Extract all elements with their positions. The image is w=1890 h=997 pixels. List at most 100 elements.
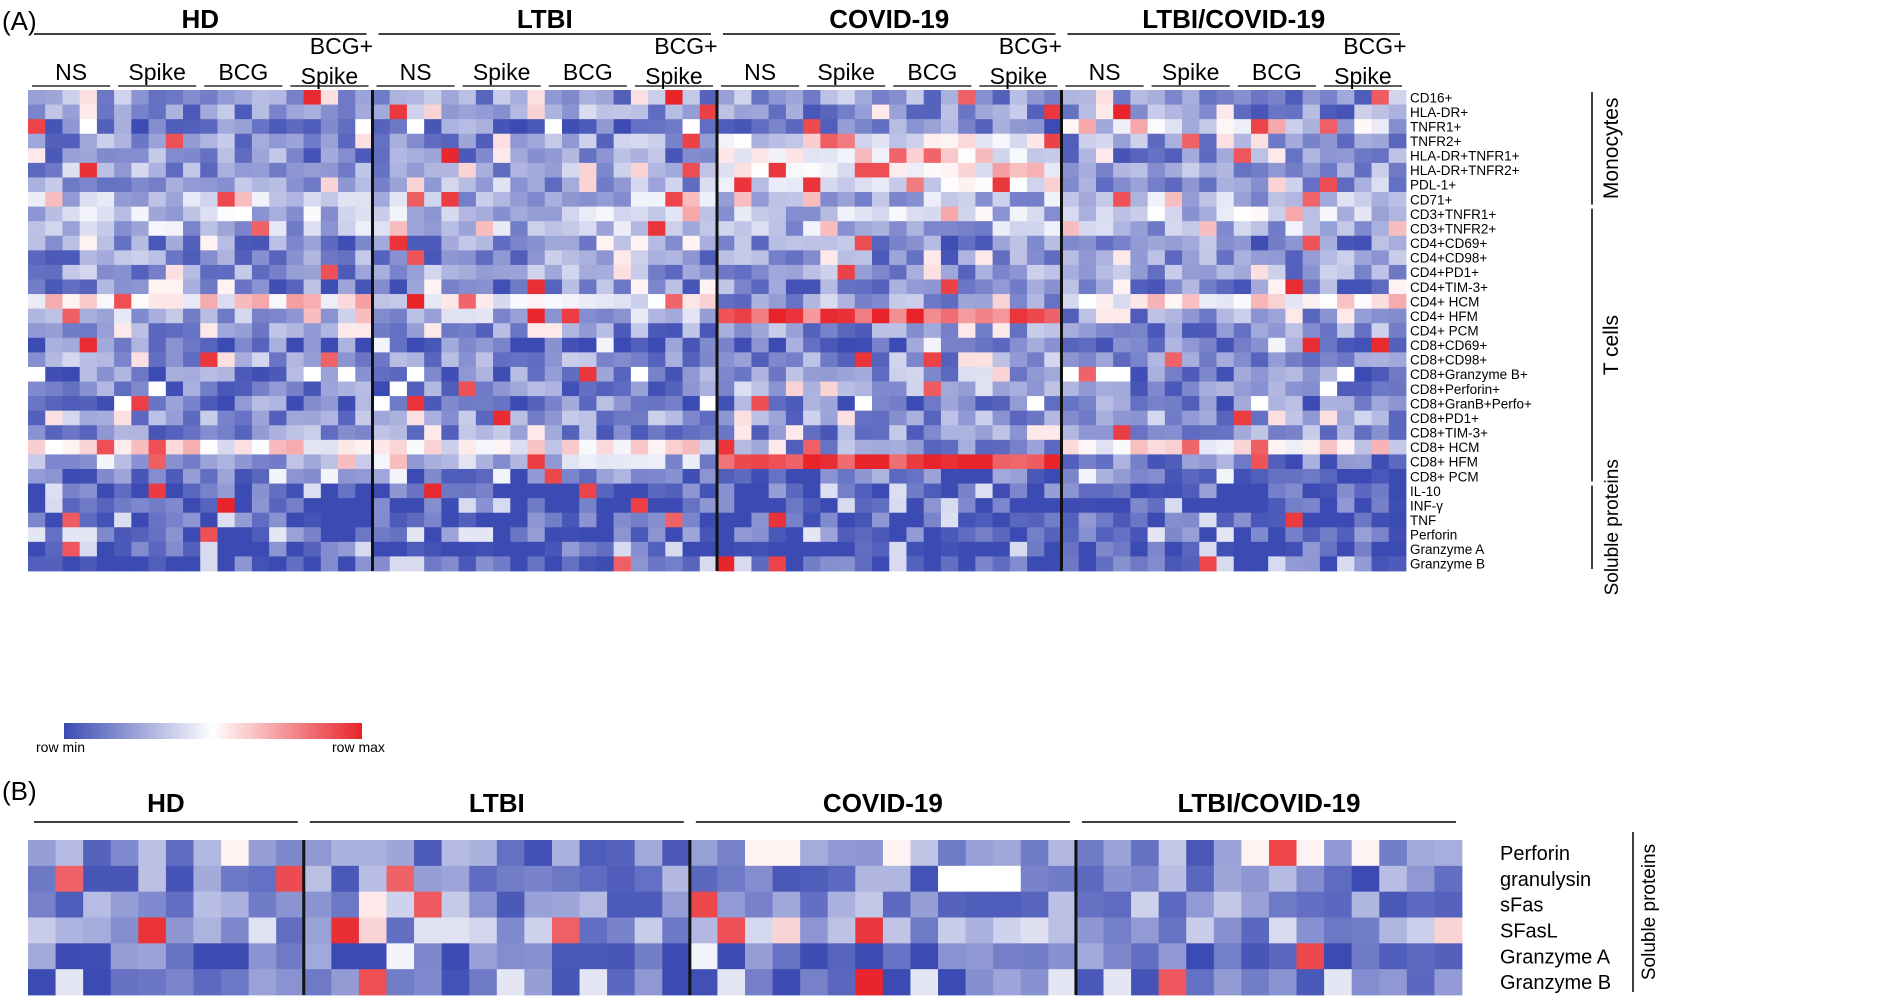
condition-label-spike: Spike (473, 59, 531, 85)
heatmap-cell (1371, 454, 1390, 470)
heatmap-cell (992, 308, 1011, 324)
heatmap-cell (1351, 943, 1380, 970)
heatmap-cell (286, 396, 305, 412)
heatmap-cell (458, 264, 477, 280)
heatmap-cell (579, 498, 597, 514)
heatmap-cell (992, 235, 1011, 251)
heatmap-cell (406, 235, 425, 251)
heatmap-cell (561, 396, 580, 412)
heatmap-cell (276, 969, 305, 996)
heatmap-cell (475, 352, 494, 368)
heatmap-cell (269, 425, 287, 441)
heatmap-cell (544, 541, 563, 557)
condition-label-line1: BCG+ (999, 33, 1062, 59)
heatmap-cell (406, 162, 425, 178)
heatmap-cell (1130, 279, 1149, 295)
heatmap-cell (458, 235, 477, 251)
heatmap-cell (872, 498, 890, 514)
heatmap-cell (745, 917, 773, 944)
heatmap-cell (768, 366, 787, 382)
heatmap-cell (1147, 366, 1166, 382)
heatmap-cell (441, 162, 460, 178)
heatmap-cell (234, 556, 253, 572)
heatmap-cell (785, 541, 804, 557)
heatmap-cell (475, 396, 494, 412)
heatmap-cell (751, 221, 770, 237)
heatmap-cell (45, 279, 63, 295)
row-label: CD8+CD98+ (1410, 353, 1487, 368)
heatmap-cell (372, 104, 391, 120)
heatmap-cell (458, 250, 477, 266)
heatmap-cell (1164, 323, 1183, 339)
heatmap-cell (1337, 381, 1355, 397)
heatmap-cell (234, 177, 253, 193)
heatmap-cell (734, 279, 752, 295)
heatmap-cell (1371, 264, 1390, 280)
heatmap-cell (579, 90, 597, 105)
heatmap-cell (358, 840, 387, 867)
heatmap-cell (854, 483, 873, 499)
heatmap-cell (148, 294, 167, 310)
heatmap-cell (975, 235, 994, 251)
heatmap-cell (544, 308, 563, 324)
heatmap-cell (579, 177, 597, 193)
heatmap-cell (992, 162, 1011, 178)
heatmap-cell (389, 206, 408, 222)
heatmap-cell (993, 917, 1022, 944)
heatmap-cell (544, 279, 563, 295)
panel-a-row-labels: CD16+HLA-DR+TNFR1+TNFR2+HLA-DR+TNFR1+HLA… (1410, 90, 1532, 571)
heatmap-cell (699, 177, 718, 193)
heatmap-cell (338, 206, 356, 222)
heatmap-cell (1130, 90, 1149, 105)
heatmap-cell (1131, 840, 1160, 867)
heatmap-cell (386, 865, 415, 893)
heatmap-cell (424, 250, 442, 266)
heatmap-cell (1048, 865, 1077, 893)
heatmap-cell (699, 104, 718, 120)
heatmap-cell (493, 90, 511, 105)
heatmap-cell (1319, 294, 1338, 310)
heatmap-cell (561, 104, 580, 120)
heatmap-cell (372, 541, 391, 557)
heatmap-cell (1285, 556, 1304, 572)
heatmap-cell (613, 541, 632, 557)
heatmap-cell (286, 337, 305, 353)
heatmap-cell (1337, 206, 1355, 222)
heatmap-cell (165, 148, 184, 164)
heatmap-cell (906, 425, 925, 441)
heatmap-cell (772, 969, 801, 996)
heatmap-cell (872, 410, 890, 426)
heatmap-cell (1130, 454, 1149, 470)
heatmap-cell (768, 177, 787, 193)
heatmap-cell (958, 148, 976, 164)
heatmap-cell (1027, 133, 1045, 149)
heatmap-cell (1250, 104, 1269, 120)
heatmap-cell (1216, 206, 1235, 222)
heatmap-cell (1095, 133, 1114, 149)
heatmap-cell (1147, 396, 1166, 412)
heatmap-cell (699, 556, 718, 572)
heatmap-cell (386, 840, 415, 867)
heatmap-cell (406, 148, 425, 164)
heatmap-cell (1199, 221, 1217, 237)
heatmap-cell (1182, 512, 1200, 528)
heatmap-cell (1233, 264, 1252, 280)
heatmap-cell (217, 483, 236, 499)
heatmap-cell (165, 541, 184, 557)
heatmap-cell (441, 410, 460, 426)
heatmap-cell (940, 410, 959, 426)
heatmap-cell (1147, 498, 1166, 514)
heatmap-cell (682, 308, 701, 324)
heatmap-cell (355, 468, 373, 484)
heatmap-cell (958, 323, 976, 339)
condition-label-line2: Spike (645, 63, 703, 89)
heatmap-cell (475, 381, 494, 397)
heatmap-cell (596, 498, 615, 514)
heatmap-cell (441, 294, 460, 310)
heatmap-cell (372, 454, 391, 470)
heatmap-cell (1009, 323, 1028, 339)
heatmap-cell (217, 206, 236, 222)
heatmap-cell (837, 439, 856, 455)
heatmap-cell (1182, 527, 1200, 543)
heatmap-cell (1095, 206, 1114, 222)
